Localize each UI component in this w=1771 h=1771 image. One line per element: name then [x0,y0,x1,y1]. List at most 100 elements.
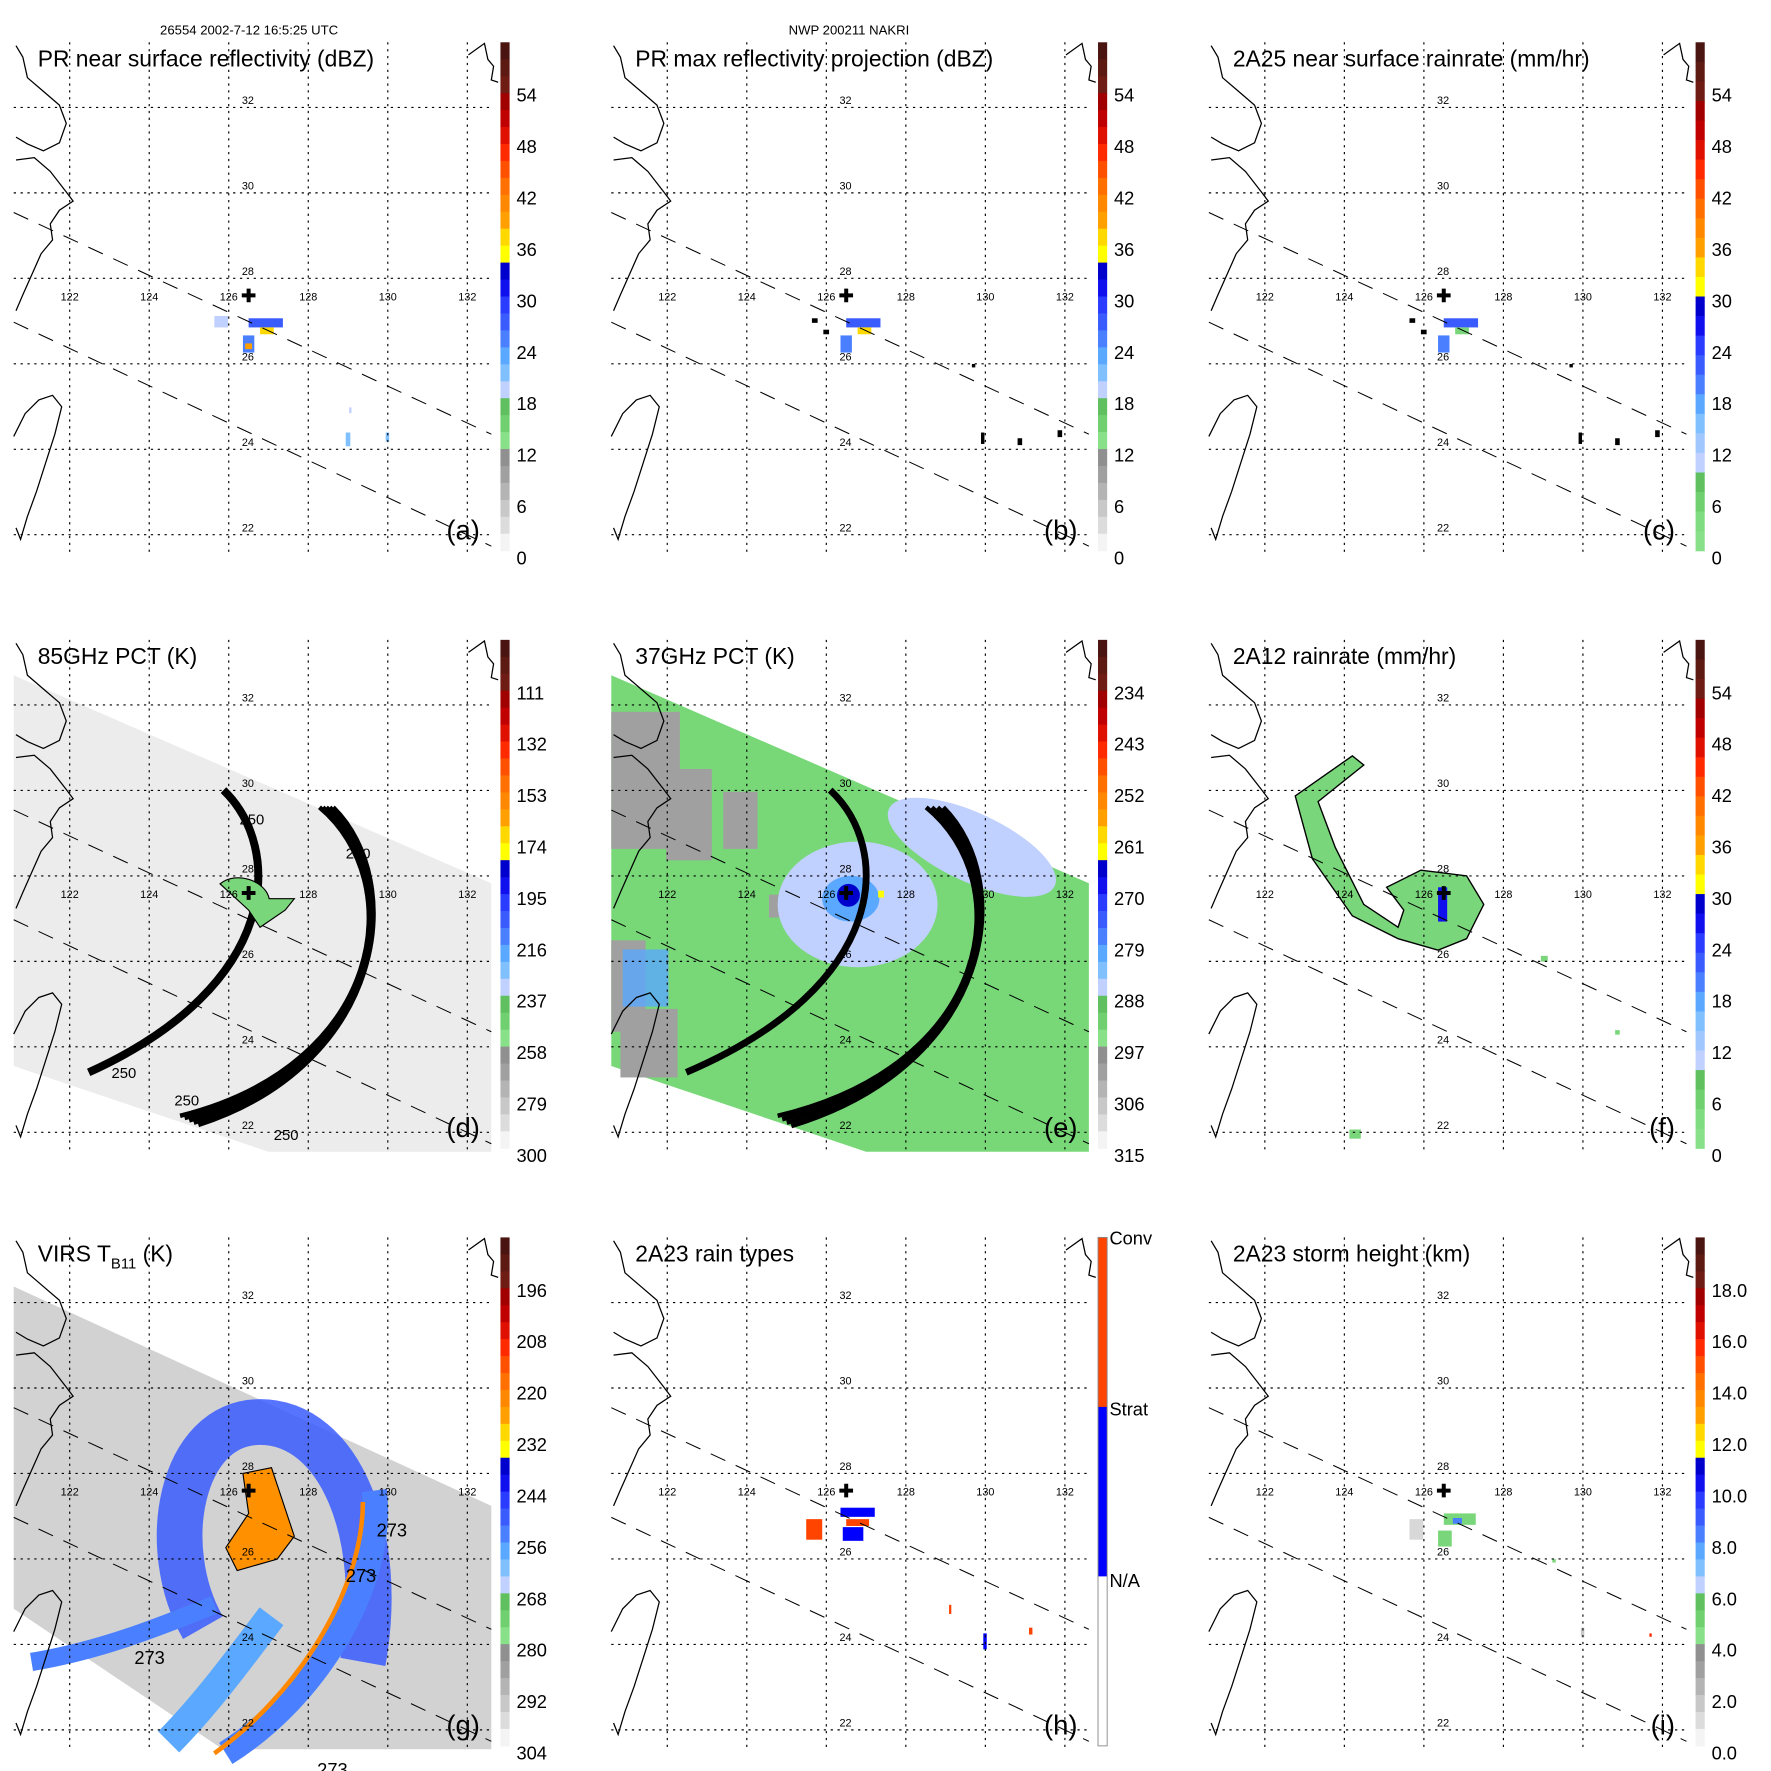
rain-area [1294,755,1485,951]
colorbar-label: 42 [1114,188,1134,209]
lon-tick-label: 124 [738,889,756,901]
lon-tick-label: 126 [220,1487,238,1499]
colorbar-cell [1098,1080,1108,1099]
colorbar-cell [1695,1508,1705,1527]
colorbar-label: 18 [1114,393,1134,414]
colorbar-cell [500,381,510,399]
lat-tick-label: 32 [1437,1290,1449,1302]
colorbar-cell [1695,1305,1705,1323]
colorbar-cell [500,809,510,827]
colorbar-cell [500,1559,510,1577]
lat-tick-label: 28 [839,863,851,875]
panel-letter: (c) [1643,514,1675,545]
colorbar-cell [1695,433,1705,454]
colorbar-label: 279 [516,1094,546,1115]
lat-tick-label: 32 [242,95,254,107]
lon-tick-label: 126 [817,889,835,901]
colorbar-cell [1098,741,1108,760]
colorbar-cell [500,1474,510,1493]
orbit-time-label: 26554 2002-7-12 16:5:25 UTC [160,22,338,37]
colorbar-cell [500,1440,510,1459]
heavy-rain [1438,887,1448,922]
colorbar-label: 196 [516,1280,546,1301]
colorbar-cell [1695,952,1705,973]
colorbar-cell [1098,364,1108,382]
colorbar-cell [500,1288,510,1306]
colorbar-cell [1098,42,1108,60]
lat-tick-label: 30 [839,180,851,192]
colorbar-cell [500,894,510,912]
colorbar-cell [500,1423,510,1442]
rain-band [219,1489,389,1765]
colorbar-cell [500,961,510,980]
lon-tick-label: 124 [738,291,756,303]
colorbar-cell [1098,775,1108,793]
lat-tick-label: 22 [839,1717,851,1729]
colorbar-cell [1098,499,1108,518]
pr-swath-edge [13,809,492,1033]
colorbar: 18.0 16.0 14.0 12.0 10.0 8.0 6.0 4.0 2.0 0.0 [1695,1237,1747,1764]
colorbar-cell [500,1046,510,1065]
colorbar-cell [1098,1097,1108,1115]
colorbar-cell [1695,659,1705,680]
colorbar-cell [500,1063,510,1082]
rain-band [30,1596,218,1671]
colorbar-cell [500,1406,510,1425]
colorbar-cell [1098,533,1108,552]
storm-center-marker [241,1483,256,1498]
colorbar-cell [1695,140,1705,161]
colorbar-cell [500,1237,510,1255]
colorbar-cell [1695,874,1705,895]
colorbar-label: 0 [1712,1145,1722,1166]
contour-label: 273 [377,1519,407,1540]
lon-tick-label: 124 [1335,1487,1353,1499]
colorbar-label: Strat [1109,1399,1148,1420]
cold-region [219,877,296,929]
colorbar-cell [1098,228,1108,247]
panel-title: 85GHz PCT (K) [38,643,198,669]
colorbar-cell [1695,1070,1705,1091]
colorbar-label: 48 [1712,136,1732,157]
colorbar-cell [1695,1559,1705,1577]
colorbar: 54 48 42 36 30 24 18 12 6 0 [500,42,537,568]
china-coastline [1210,45,1270,312]
colorbar-cell [500,432,510,450]
panel-letter: (h) [1044,1709,1077,1740]
colorbar-cell [1695,1644,1705,1662]
colorbar-cell [500,690,510,709]
data-pixel [846,318,881,328]
lat-tick-label: 24 [839,1034,851,1046]
lat-tick-label: 22 [242,522,254,534]
lat-tick-label: 28 [1437,863,1449,875]
pr-swath-edge [611,1516,1090,1742]
colorbar-cell [500,296,510,315]
colorbar-cell [1695,1389,1705,1408]
colorbar-cell [1695,639,1705,660]
colorbar-cell [1098,482,1108,501]
colorbar-label: 4.0 [1712,1640,1737,1661]
colorbar-cell [500,194,510,213]
lat-tick-label: 30 [1437,778,1449,790]
colorbar-cell [1695,198,1705,219]
colorbar-cell [500,533,510,552]
lon-tick-label: 122 [658,291,676,303]
colorbar-cell [1098,690,1108,709]
data-pixel [971,363,976,368]
data-pixel [1409,318,1416,323]
colorbar-cell [500,1627,510,1645]
pr-swath-edge [1208,321,1687,547]
colorbar-label: 36 [1712,837,1732,858]
colorbar-cell [500,228,510,247]
colorbar-cell [500,1012,510,1031]
taiwan-coastline [13,1589,63,1737]
lat-tick-label: 32 [242,693,254,705]
colorbar-cell [1098,758,1108,777]
colorbar-cell [500,1356,510,1374]
colorbar-label: 244 [516,1485,546,1506]
colorbar-cell [500,516,510,535]
panel-h: 122 124 126 128 130 132 32 30 28 26 24 22 2A23 rain … [610,1227,1153,1749]
colorbar-cell [500,1389,510,1408]
colorbar-cell [1695,1030,1705,1052]
colorbar-label: 36 [1114,239,1134,260]
